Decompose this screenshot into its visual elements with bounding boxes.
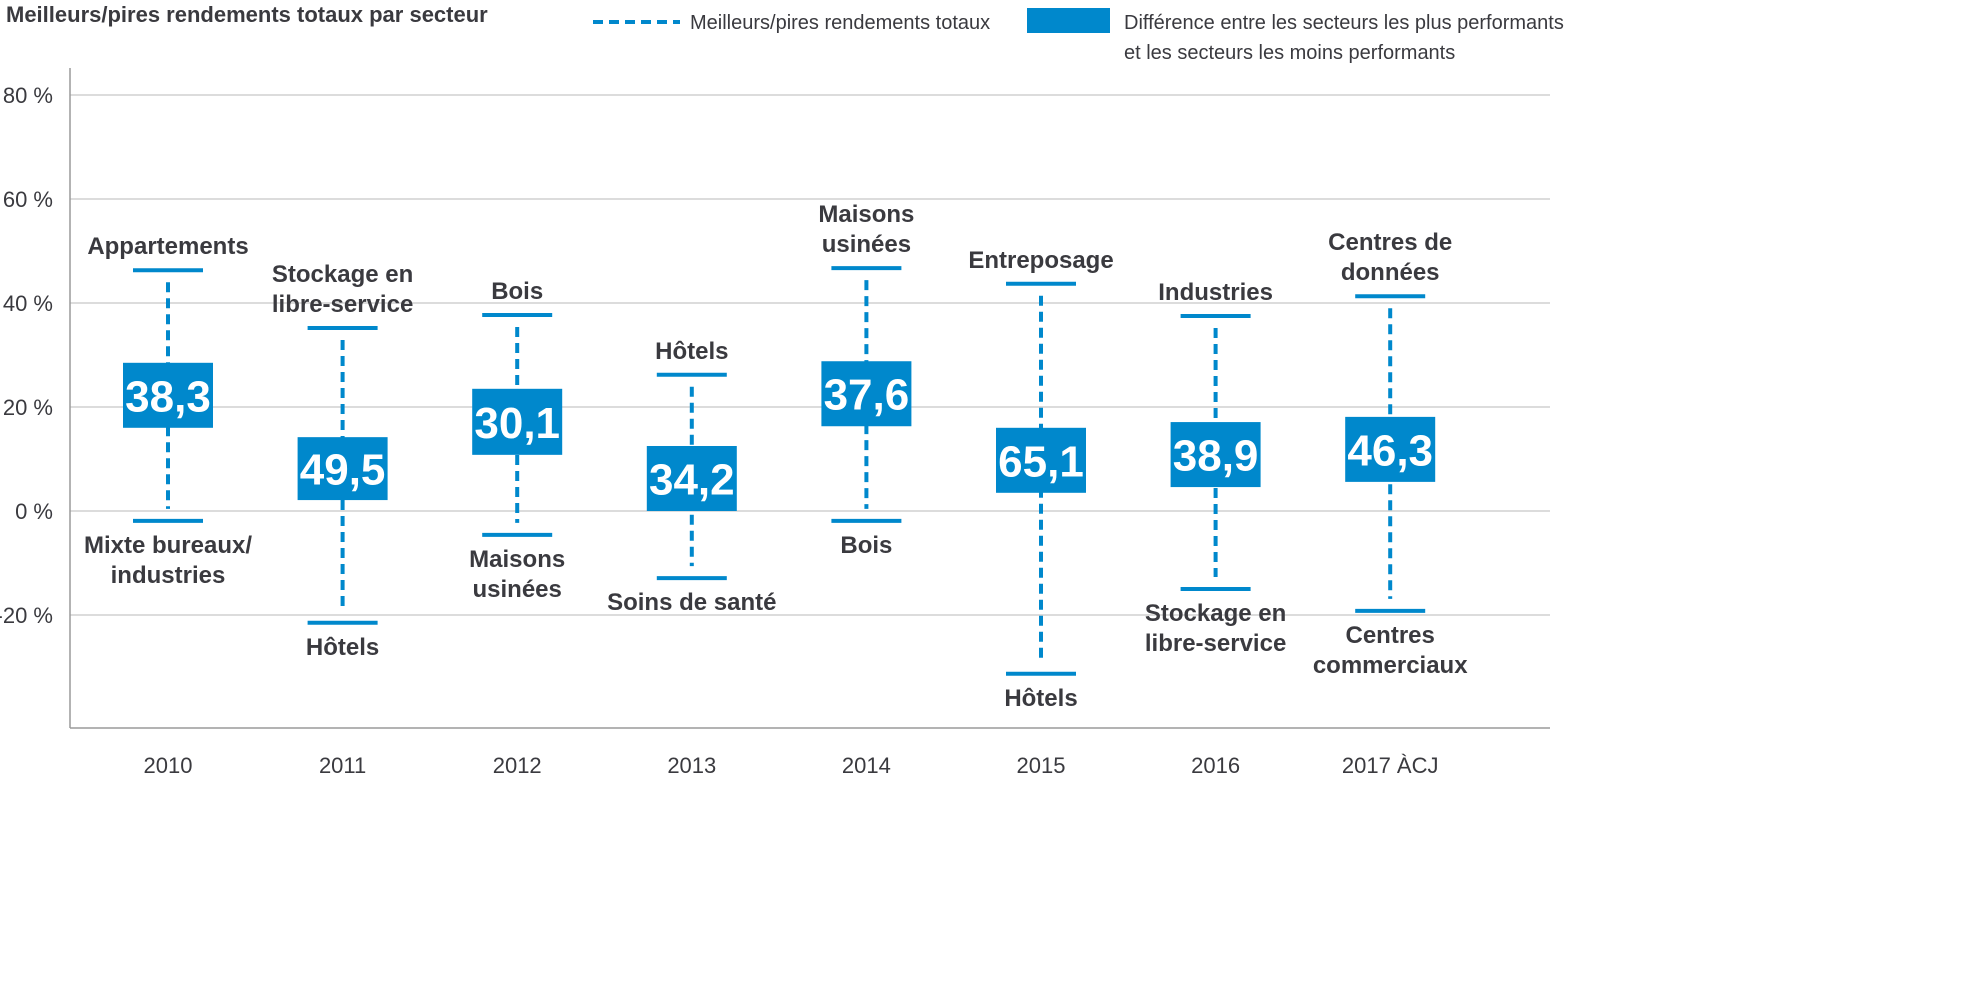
plot-area: 80 % 60 % 40 % 20 % 0 % -20 % 38,3 Appartements… (0, 68, 1550, 778)
y-tick-label: -20 % (0, 603, 53, 628)
best-sector-label: usinées (822, 231, 911, 258)
worst-sector-label: Hôtels (1004, 685, 1077, 712)
difference-box (1170, 422, 1261, 488)
difference-box (123, 362, 213, 428)
difference-box (821, 361, 912, 427)
worst-sector-label: Stockage en (1145, 600, 1286, 627)
x-tick-label: 2015 (1017, 753, 1066, 778)
legend-label-difference-line2: et les secteurs les moins performants (1124, 42, 1455, 64)
y-tick-label: 40 % (3, 291, 53, 316)
difference-label: 65,1 (998, 437, 1084, 486)
difference-box (297, 437, 388, 501)
difference-label: 34,2 (649, 456, 735, 505)
difference-label: 30,1 (474, 399, 560, 448)
legend-label-difference-line1: Différence entre les secteurs les plus p… (1124, 12, 1564, 34)
worst-sector-label: usinées (473, 576, 562, 603)
worst-sector-label: Bois (840, 532, 892, 559)
difference-box (996, 427, 1086, 493)
worst-sector-label: Hôtels (306, 634, 379, 661)
difference-box (1345, 416, 1436, 482)
difference-label: 49,5 (300, 446, 386, 495)
difference-label: 38,3 (125, 372, 211, 421)
y-tick-label: 20 % (3, 395, 53, 420)
worst-sector-label: Mixte bureaux/ (84, 532, 252, 559)
legend-label-best-worst: Meilleurs/pires rendements totaux (690, 12, 990, 34)
worst-sector-label: Centres (1346, 622, 1435, 649)
y-tick-label: 60 % (3, 187, 53, 212)
x-tick-label: 2013 (667, 753, 716, 778)
y-tick-label: 80 % (3, 83, 53, 108)
legend-box-swatch (1027, 8, 1110, 33)
best-sector-label: Maisons (818, 201, 914, 228)
x-tick-label: 2011 (319, 753, 366, 778)
best-sector-label: Centres de (1328, 229, 1452, 256)
x-tick-label: 2012 (493, 753, 542, 778)
difference-box (472, 388, 563, 455)
x-tick-label: 2017 ÀCJ (1342, 753, 1439, 778)
best-sector-label: libre-service (272, 291, 413, 318)
worst-sector-label: industries (111, 562, 226, 589)
best-sector-label: Appartements (87, 233, 248, 260)
x-tick-label: 2010 (144, 753, 193, 778)
worst-sector-label: Soins de santé (607, 589, 776, 616)
best-sector-label: Hôtels (655, 338, 728, 365)
difference-label: 46,3 (1347, 426, 1433, 475)
best-sector-label: Bois (491, 278, 543, 305)
x-tick-label: 2016 (1191, 753, 1240, 778)
x-tick-label: 2014 (842, 753, 891, 778)
difference-label: 38,9 (1173, 432, 1259, 481)
best-sector-label: Industries (1158, 279, 1273, 306)
best-sector-label: données (1341, 259, 1440, 286)
best-sector-label: Entreposage (968, 247, 1113, 274)
worst-sector-label: Maisons (469, 546, 565, 573)
difference-box (646, 446, 737, 511)
worst-sector-label: commerciaux (1313, 652, 1468, 679)
difference-label: 37,6 (824, 371, 910, 420)
y-tick-label: 0 % (15, 499, 53, 524)
best-sector-label: Stockage en (272, 261, 413, 288)
chart-title: Meilleurs/pires rendements totaux par se… (6, 2, 488, 27)
worst-sector-label: libre-service (1145, 630, 1286, 657)
